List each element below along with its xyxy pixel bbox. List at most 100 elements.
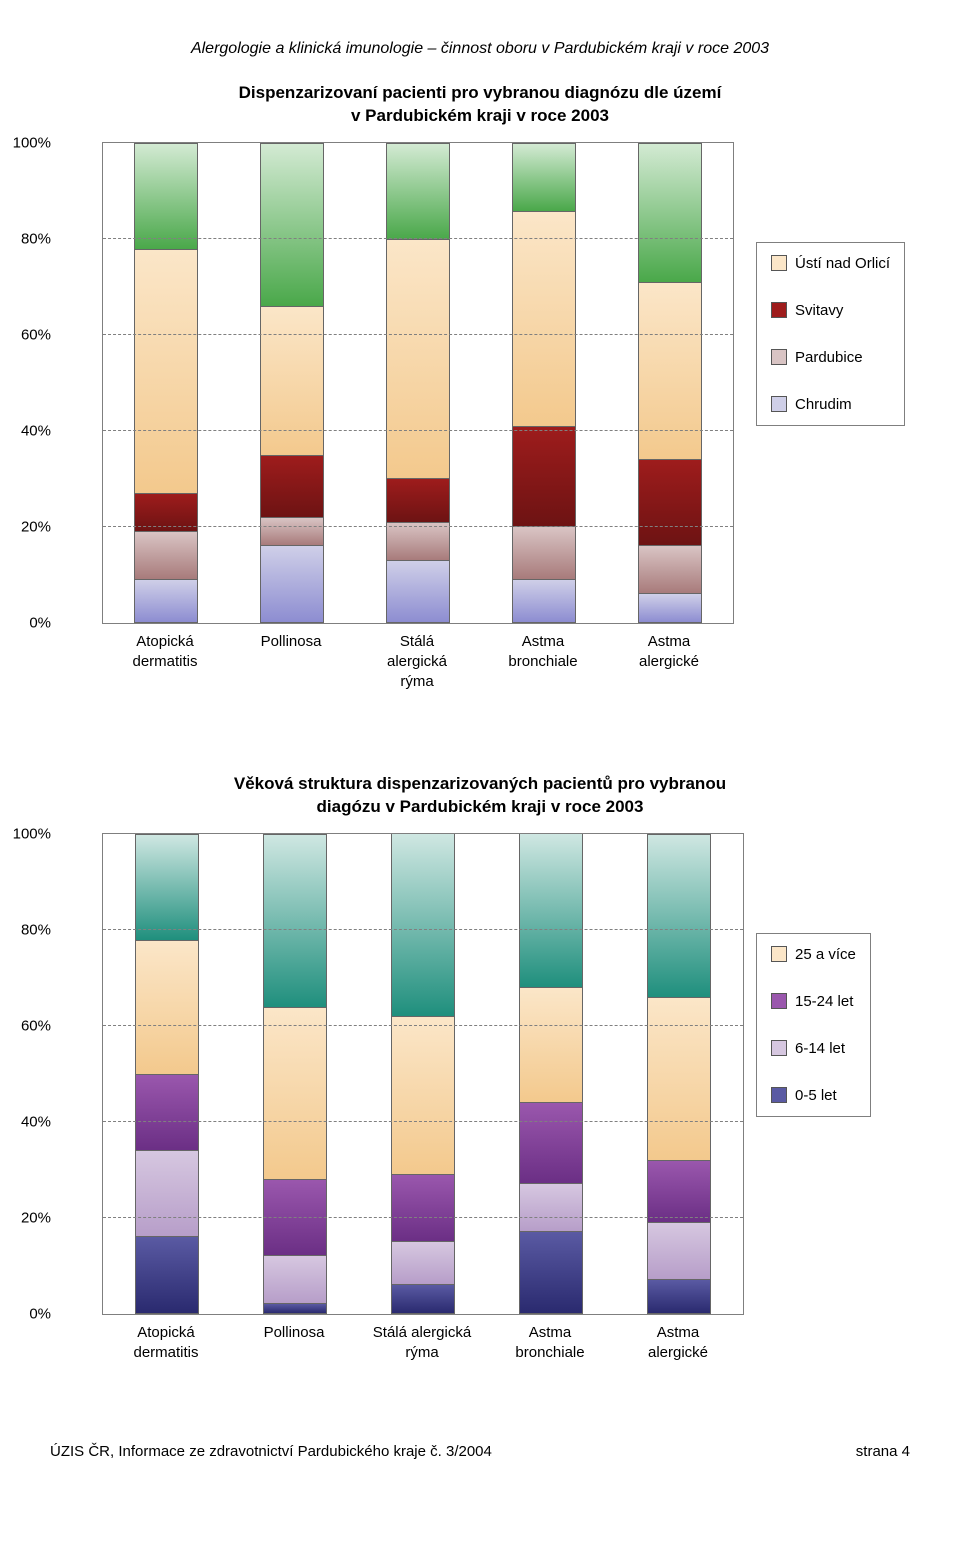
y-tick: 40% — [21, 1113, 51, 1130]
footer-right: strana 4 — [856, 1443, 910, 1460]
bar-segment — [261, 545, 323, 621]
legend-swatch — [771, 993, 787, 1009]
bar-segment — [648, 997, 710, 1160]
bar-segment — [136, 1150, 198, 1236]
grid-line — [103, 1025, 743, 1026]
chart-2-plot-area: 0%20%40%60%80%100% — [103, 834, 743, 1314]
bar-segment — [261, 144, 323, 307]
bar — [638, 143, 702, 623]
chart-1-plot-area: 0%20%40%60%80%100% — [103, 143, 733, 623]
bar-segment — [648, 1222, 710, 1279]
chart-1-layout: 0%20%40%60%80%100% AtopickádermatitisPol… — [50, 142, 910, 693]
bar — [519, 834, 583, 1314]
legend-label: Svitavy — [795, 302, 843, 319]
page-header: Alergologie a klinická imunologie – činn… — [50, 40, 910, 58]
grid-line — [103, 430, 733, 431]
page-footer: ÚZIS ČR, Informace ze zdravotnictví Pard… — [50, 1443, 910, 1460]
legend-item: 15-24 let — [771, 993, 856, 1010]
bar — [512, 143, 576, 623]
chart-2-title: Věková struktura dispenzarizovaných paci… — [50, 773, 910, 819]
bar-segment — [264, 835, 326, 1007]
x-label: Stálá alergickárýma — [365, 1323, 479, 1364]
chart-2: Věková struktura dispenzarizovaných paci… — [50, 773, 910, 1363]
y-tick: 0% — [29, 1305, 51, 1322]
chart-1-bars — [103, 143, 733, 623]
bar-segment — [639, 282, 701, 459]
y-tick: 20% — [21, 518, 51, 535]
y-tick: 80% — [21, 230, 51, 247]
bar — [647, 834, 711, 1314]
bar-segment — [639, 545, 701, 593]
y-tick: 100% — [13, 825, 51, 842]
y-tick: 0% — [29, 614, 51, 631]
y-tick: 80% — [21, 921, 51, 938]
x-label: Pollinosa — [234, 632, 348, 693]
bar-segment — [392, 1174, 454, 1241]
bar-segment — [520, 834, 582, 987]
footer-left: ÚZIS ČR, Informace ze zdravotnictví Pard… — [50, 1443, 492, 1460]
chart-1-title-line1: Dispenzarizovaní pacienti pro vybranou d… — [239, 83, 722, 102]
bar-segment — [520, 1183, 582, 1231]
bar-segment — [135, 249, 197, 493]
chart-2-title-line2: diagózu v Pardubickém kraji v roce 2003 — [317, 797, 644, 816]
bar-segment — [135, 144, 197, 249]
bar-segment — [513, 579, 575, 622]
grid-line — [103, 1121, 743, 1122]
grid-line — [103, 526, 733, 527]
y-tick: 100% — [13, 134, 51, 151]
bar-segment — [513, 526, 575, 579]
bar-segment — [513, 211, 575, 426]
bar-segment — [135, 579, 197, 622]
grid-line — [103, 929, 743, 930]
chart-1-legend: Ústí nad OrlicíSvitavyPardubiceChrudim — [756, 242, 905, 426]
legend-item: 0-5 let — [771, 1087, 856, 1104]
bar — [260, 143, 324, 623]
bar-segment — [136, 940, 198, 1074]
bar-segment — [648, 835, 710, 998]
chart-1-x-axis: AtopickádermatitisPollinosaStáláalergick… — [102, 624, 732, 693]
legend-swatch — [771, 302, 787, 318]
legend-label: Ústí nad Orlicí — [795, 255, 890, 272]
x-label: Atopickádermatitis — [108, 632, 222, 693]
bar — [391, 834, 455, 1314]
x-label: Stáláalergickárýma — [360, 632, 474, 693]
legend-swatch — [771, 255, 787, 271]
chart-2-x-axis: AtopickádermatitisPollinosaStálá alergic… — [102, 1315, 742, 1364]
bar-segment — [392, 834, 454, 1016]
legend-label: 15-24 let — [795, 993, 853, 1010]
bar-segment — [639, 459, 701, 545]
bar-segment — [261, 517, 323, 546]
x-label: Pollinosa — [237, 1323, 351, 1364]
y-tick: 20% — [21, 1209, 51, 1226]
legend-swatch — [771, 946, 787, 962]
bar — [263, 834, 327, 1314]
x-label: Astmabronchiale — [493, 1323, 607, 1364]
x-label: Astmaalergické — [621, 1323, 735, 1364]
bar-segment — [520, 1231, 582, 1312]
bar-segment — [387, 522, 449, 560]
bar-segment — [387, 144, 449, 240]
bar-segment — [520, 987, 582, 1102]
x-label: Astmabronchiale — [486, 632, 600, 693]
legend-label: 6-14 let — [795, 1040, 845, 1057]
bar-segment — [392, 1284, 454, 1313]
chart-1-plot-box: 0%20%40%60%80%100% — [102, 142, 734, 624]
bar-segment — [387, 478, 449, 521]
legend-swatch — [771, 1087, 787, 1103]
bar-segment — [520, 1102, 582, 1183]
chart-2-title-line1: Věková struktura dispenzarizovaných paci… — [234, 774, 726, 793]
y-tick: 60% — [21, 1017, 51, 1034]
legend-label: 25 a více — [795, 946, 856, 963]
legend-item: Pardubice — [771, 349, 890, 366]
grid-line — [103, 1217, 743, 1218]
bar — [386, 143, 450, 623]
legend-swatch — [771, 349, 787, 365]
chart-2-legend: 25 a více 15-24 let 6-14 let 0-5 let — [756, 933, 871, 1117]
legend-item: 25 a více — [771, 946, 856, 963]
bar-segment — [392, 1016, 454, 1174]
chart-2-bars — [103, 834, 743, 1314]
legend-swatch — [771, 1040, 787, 1056]
bar-segment — [639, 593, 701, 622]
chart-1: Dispenzarizovaní pacienti pro vybranou d… — [50, 82, 910, 693]
bar-segment — [648, 1160, 710, 1222]
